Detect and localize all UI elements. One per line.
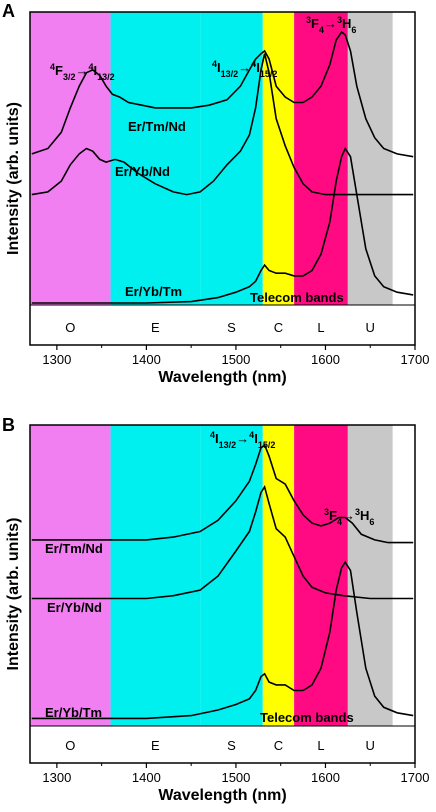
series-line-er-yb-nd (31, 484, 414, 600)
series-line-er-yb-nd (31, 53, 414, 196)
x-tick-label: 1400 (132, 352, 161, 367)
plot-frame (29, 11, 416, 346)
transition-annotation: 4I13/2→4I15/2 (210, 430, 275, 450)
chart-panel-a: O E S C L U Telecom bands Er/Tm/Nd Er/Yb/Nd Er/Yb… (2, 1, 429, 386)
x-tick-label: 1300 (42, 352, 71, 367)
x-tick-label: 1600 (311, 352, 340, 367)
band-label-u: U (366, 320, 375, 335)
band-label-c: C (274, 738, 283, 753)
band-c (262, 425, 295, 726)
band-c (262, 12, 295, 305)
transition-annotation: 4F3/2→4I13/2 (50, 62, 115, 82)
x-tick-label: 1400 (132, 770, 161, 785)
band-u (347, 12, 393, 305)
series-label-er-yb-nd: Er/Yb/Nd (115, 164, 170, 179)
series-line-er-yb-tm (31, 560, 414, 720)
band-l (294, 12, 348, 305)
band-label-s: S (227, 738, 236, 753)
band-e (110, 425, 201, 726)
transition-annotation: 3F4→3H6 (324, 507, 374, 527)
band-u (347, 425, 393, 726)
x-tick-label: 1300 (42, 770, 71, 785)
band-label-c: C (274, 320, 283, 335)
series-line-er-tm-nd (31, 30, 414, 158)
band-label-e: E (151, 320, 160, 335)
series-line-er-tm-nd (31, 443, 414, 544)
band-label-l: L (317, 320, 324, 335)
telecom-bands-caption: Telecom bands (260, 710, 354, 725)
band-o (30, 12, 111, 305)
panel-label: A (2, 1, 15, 21)
series-label-er-yb-nd: Er/Yb/Nd (47, 600, 102, 615)
series-line-er-yb-tm (31, 146, 414, 304)
band-s (200, 12, 263, 305)
panel-label: B (2, 415, 15, 435)
series-label-er-yb-tm: Er/Yb/Tm (45, 705, 102, 720)
transition-annotation: 3F4→3H6 (306, 15, 356, 35)
y-axis-label: Intensity (arb. units) (5, 102, 22, 255)
x-tick-label: 1700 (401, 770, 430, 785)
x-axis-label: Wavelength (nm) (158, 787, 286, 804)
x-tick-label: 1700 (401, 352, 430, 367)
band-label-l: L (317, 738, 324, 753)
x-tick-label: 1600 (311, 770, 340, 785)
band-e (110, 12, 201, 305)
transition-annotation: 4I13/2→4I15/2 (212, 59, 277, 79)
chart-panel-b: O E S C L U Telecom bands Er/Tm/Nd Er/Yb/Nd Er/Yb… (2, 415, 429, 804)
band-label-o: O (65, 320, 75, 335)
x-tick-label: 1500 (221, 352, 250, 367)
x-tick-label: 1500 (221, 770, 250, 785)
band-label-s: S (227, 320, 236, 335)
series-label-er-tm-nd: Er/Tm/Nd (45, 541, 103, 556)
telecom-bands-caption: Telecom bands (250, 290, 344, 305)
y-axis-label: Intensity (arb. units) (5, 518, 22, 671)
x-axis-label: Wavelength (nm) (158, 369, 286, 386)
series-label-er-tm-nd: Er/Tm/Nd (128, 119, 186, 134)
band-label-u: U (366, 738, 375, 753)
band-o (30, 425, 111, 726)
series-label-er-yb-tm: Er/Yb/Tm (125, 284, 182, 299)
plot-frame (29, 424, 416, 764)
band-label-e: E (151, 738, 160, 753)
band-label-o: O (65, 738, 75, 753)
